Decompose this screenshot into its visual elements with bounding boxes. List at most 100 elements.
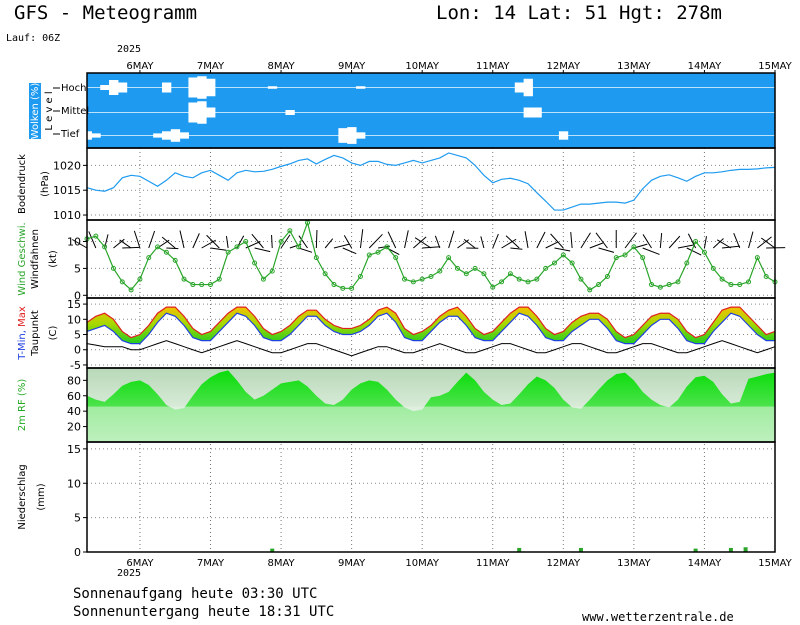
wind-speed-point xyxy=(93,233,99,239)
wind-barb xyxy=(642,247,660,255)
ytick-label-temperature: -5 xyxy=(70,359,81,372)
wind-speed-point xyxy=(499,279,505,285)
cloud-level-label: Tief xyxy=(60,129,80,140)
panel-frame-precipitation xyxy=(86,441,776,553)
wind-speed-point xyxy=(349,285,355,291)
website-link[interactable]: www.wetterzentrale.de xyxy=(582,610,734,624)
meteogram-chart: 6MAY6MAY7MAY7MAY8MAY8MAY9MAY9MAY10MAY10M… xyxy=(17,61,793,569)
wind-speed-point xyxy=(163,249,169,255)
ytick-label-precipitation: 0 xyxy=(74,546,81,559)
wind-barb xyxy=(387,231,397,249)
wind-speed-point xyxy=(146,255,152,261)
wind-speed-point xyxy=(207,282,213,288)
wind-speed-point xyxy=(649,282,655,288)
wind-speed-point xyxy=(234,244,240,250)
ytick-label-humidity: 20 xyxy=(67,421,81,434)
wind-barb xyxy=(480,236,485,249)
wind-axis-unit-group: (kt) xyxy=(48,250,59,268)
wind-speed-point xyxy=(569,260,575,266)
wind-speed-point xyxy=(640,255,646,261)
sunrise-text: Sonnenaufgang heute 03:30 UTC xyxy=(73,586,318,602)
wind-barb xyxy=(545,241,559,249)
wind-barb xyxy=(359,229,364,249)
wind-barb xyxy=(343,235,353,249)
chart-title: GFS - Meteogramm xyxy=(14,2,198,24)
wind-barb xyxy=(324,238,334,249)
wind-speed-point xyxy=(728,282,734,288)
wind-speed-point xyxy=(454,265,460,271)
wind-speed-point xyxy=(481,271,487,277)
wind-barb xyxy=(377,245,391,249)
day-label-top: 15MAY xyxy=(758,61,792,72)
temp-axis-title-max: Max xyxy=(17,306,28,327)
wind-speed-point xyxy=(666,282,672,288)
day-label-top: 11MAY xyxy=(476,61,510,72)
cloud-level-title-group: L e v e l xyxy=(44,91,55,130)
ytick-label-humidity: 40 xyxy=(67,405,81,418)
wind-speed-point xyxy=(604,273,610,279)
wind-speed-point xyxy=(437,268,443,274)
dewpoint-line xyxy=(86,340,776,357)
wind-barb xyxy=(192,233,200,249)
cloud-axis-title-group: Wolken (%) xyxy=(29,83,41,140)
wind-barb xyxy=(72,239,88,249)
cloud-level-label: Hoch xyxy=(61,83,86,94)
wind-barb xyxy=(133,230,141,249)
wind-barb xyxy=(119,239,132,249)
precip-axis-title: Niederschlag xyxy=(17,464,28,529)
temp-axis-unit: (C) xyxy=(48,326,59,341)
wind-barb xyxy=(457,239,470,249)
cloud-axis-title: Wolken (%) xyxy=(30,83,41,140)
cloud-level-label: Mittel xyxy=(61,106,89,117)
day-label-bottom: 12MAY xyxy=(547,558,581,569)
precip-bar xyxy=(270,548,275,552)
wind-speed-point xyxy=(102,244,108,250)
wind-speed-point xyxy=(357,273,363,279)
ytick-label-temperature: 5 xyxy=(74,329,81,342)
ytick-label-humidity: 80 xyxy=(67,374,81,387)
wind-barb xyxy=(104,234,109,249)
humidity-axis-title-group: 2m RF (%) xyxy=(17,379,28,432)
wind-speed-point xyxy=(384,244,390,250)
wind-speed-point xyxy=(684,260,690,266)
ytick-label-wind: 10 xyxy=(67,236,81,249)
wind-barb xyxy=(404,230,409,249)
wind-speed-point xyxy=(225,249,231,255)
wind-speed-point xyxy=(763,273,769,279)
day-label-bottom: 8MAY xyxy=(267,558,295,569)
wind-barb xyxy=(315,229,318,249)
wind-barb xyxy=(210,247,227,251)
wind-axis-title: Wind Geschwi. xyxy=(17,222,28,295)
wind-barb xyxy=(712,238,724,249)
wind-speed-point xyxy=(340,285,346,291)
cloud-axis-title-bg xyxy=(29,83,41,139)
wind-barb xyxy=(757,236,772,249)
wind-barb xyxy=(492,233,499,249)
wind-barb xyxy=(722,245,741,249)
wind-speed-point xyxy=(110,265,116,271)
wind-barb xyxy=(88,231,97,249)
wind-speed-point xyxy=(402,276,408,282)
wind-barb xyxy=(524,231,529,249)
day-label-bottom: 13MAY xyxy=(617,558,651,569)
day-label-bottom: 14MAY xyxy=(688,558,722,569)
wind-speed-point xyxy=(578,276,584,282)
wind-speed-point xyxy=(746,279,752,285)
precip-bar xyxy=(728,547,733,552)
wind-barb xyxy=(413,236,427,249)
wind-speed-point xyxy=(128,287,134,293)
wind-speed-point xyxy=(543,265,549,271)
wind-speed-point xyxy=(622,252,628,258)
wind-speed-point xyxy=(137,276,143,282)
year-label-bottom: 2025 xyxy=(117,568,142,579)
wind-barb xyxy=(254,247,271,253)
wind-speed-point xyxy=(631,244,637,250)
cloud-level-title: L e v e l xyxy=(44,91,55,130)
wind-speed-point xyxy=(216,276,222,282)
day-label-bottom: 7MAY xyxy=(197,558,225,569)
ytick-label-temperature: 10 xyxy=(67,313,81,326)
wind-barb xyxy=(554,247,571,252)
wind-barb xyxy=(280,234,291,249)
wind-barb xyxy=(642,234,652,249)
wind-barb xyxy=(179,230,185,249)
